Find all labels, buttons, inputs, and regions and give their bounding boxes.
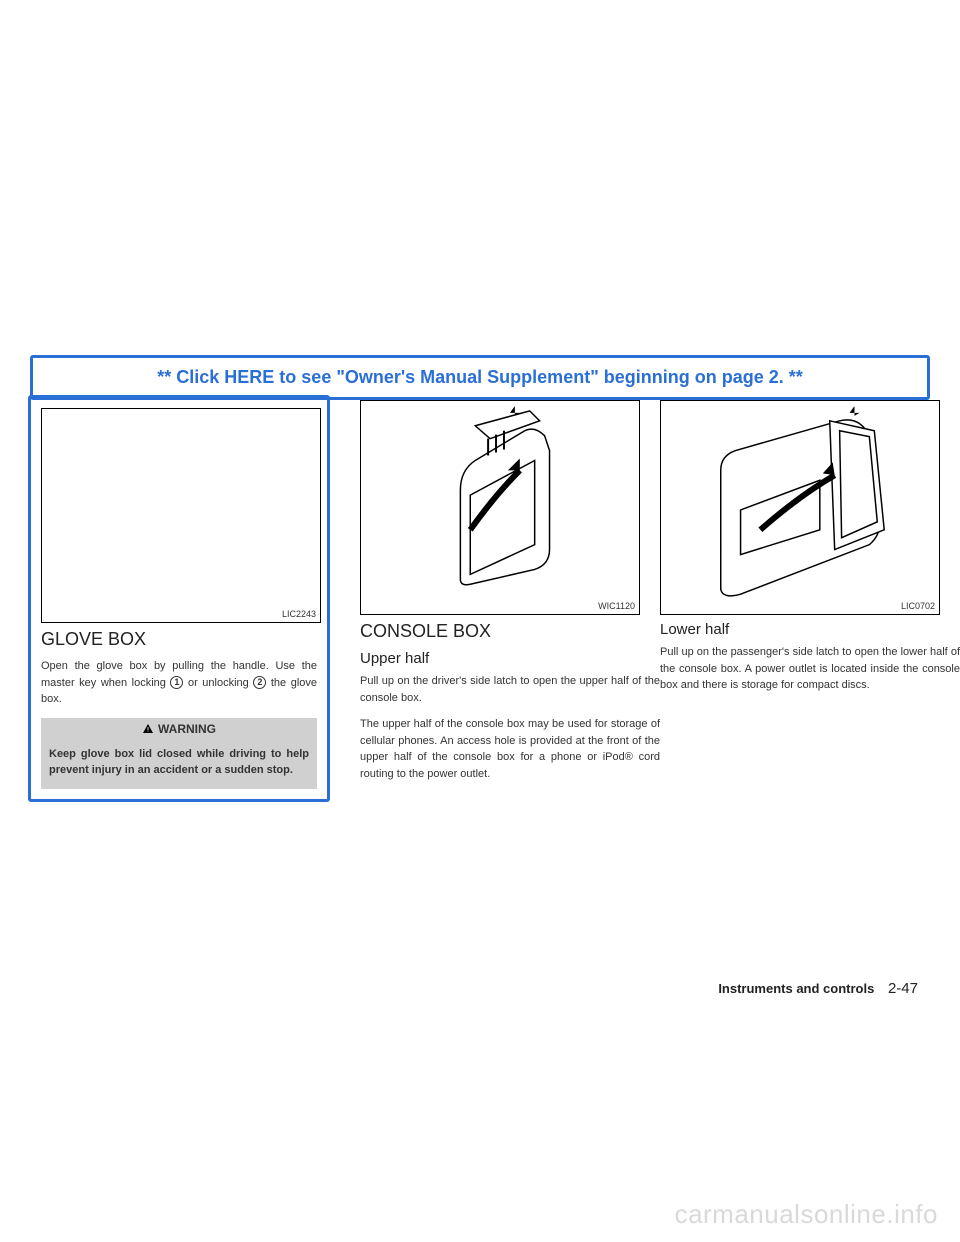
warning-title: WARNING <box>158 722 216 736</box>
console-column: WIC1120 CONSOLE BOX Upper half Pull up o… <box>360 400 660 792</box>
warning-body-text: Keep glove box lid closed while driving … <box>41 740 317 789</box>
footer-page-number: 2-47 <box>888 980 918 997</box>
circled-1-icon: 1 <box>170 676 183 689</box>
supplement-link-banner[interactable]: ** Click HERE to see "Owner's Manual Sup… <box>30 355 930 400</box>
console-upper-figure: WIC1120 <box>360 400 640 615</box>
glovebox-heading: GLOVE BOX <box>41 629 317 650</box>
glovebox-figure: LIC2243 <box>41 408 321 623</box>
upper-half-heading: Upper half <box>360 650 660 667</box>
warning-header: WARNING <box>41 718 317 740</box>
lower-half-column: LIC0702 Lower half Pull up on the passen… <box>660 400 960 704</box>
figure-code: WIC1120 <box>598 601 635 611</box>
footer-section: Instruments and controls <box>718 981 874 996</box>
upper-half-p2: The upper half of the console box may be… <box>360 716 660 782</box>
warning-triangle-icon <box>142 723 154 735</box>
console-lower-figure: LIC0702 <box>660 400 940 615</box>
glovebox-highlight-box: LIC2243 GLOVE BOX Open the glove box by … <box>28 395 330 802</box>
page-footer: Instruments and controls 2-47 <box>718 980 918 997</box>
console-lower-illustration-icon <box>661 401 939 614</box>
console-upper-illustration-icon <box>361 401 639 614</box>
upper-half-p1: Pull up on the driver's side latch to op… <box>360 673 660 706</box>
watermark-text: carmanualsonline.info <box>675 1199 938 1230</box>
lower-half-p1: Pull up on the passenger's side latch to… <box>660 644 960 694</box>
glovebox-paragraph: Open the glove box by pulling the handle… <box>41 658 317 708</box>
console-heading: CONSOLE BOX <box>360 621 660 642</box>
circled-2-icon: 2 <box>253 676 266 689</box>
page-content: ** Click HERE to see "Owner's Manual Sup… <box>0 0 960 400</box>
lower-half-heading: Lower half <box>660 621 960 638</box>
warning-box: WARNING Keep glove box lid closed while … <box>41 718 317 789</box>
figure-code: LIC2243 <box>282 609 316 619</box>
figure-code: LIC0702 <box>901 601 935 611</box>
